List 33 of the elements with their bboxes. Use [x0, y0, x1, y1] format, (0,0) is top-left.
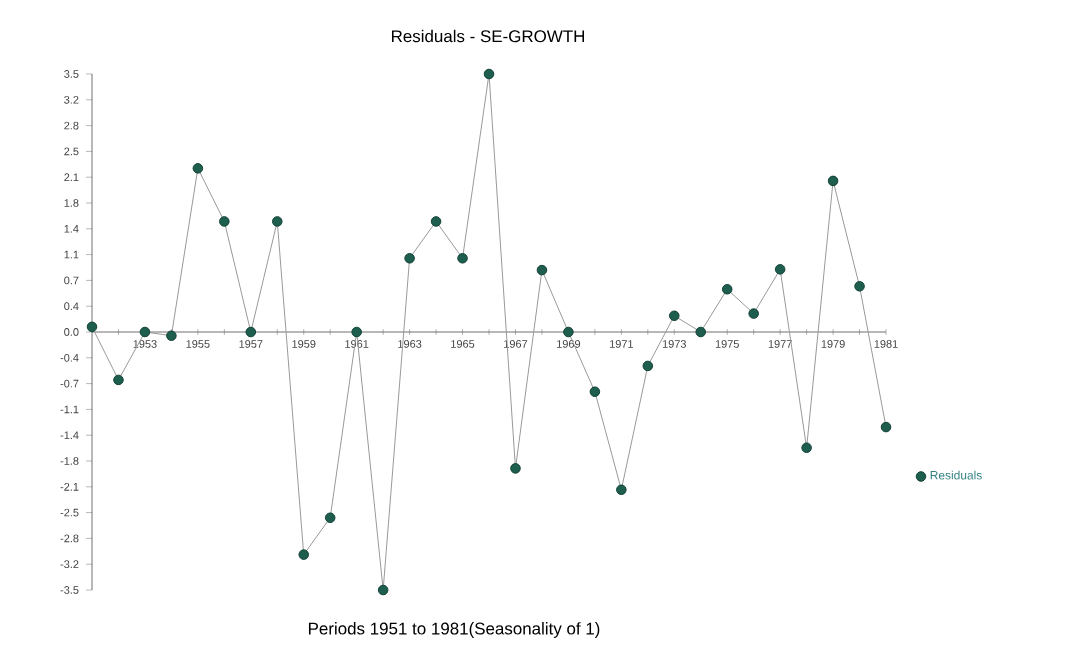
- point: [642, 360, 654, 372]
- point: [113, 374, 124, 386]
- point: [377, 584, 389, 596]
- point: [166, 330, 177, 341]
- point: [616, 484, 627, 496]
- point: [219, 216, 230, 227]
- point: [801, 442, 812, 454]
- point: [271, 216, 283, 227]
- point: [430, 216, 442, 227]
- point: [86, 321, 98, 333]
- point: [351, 326, 362, 338]
- point: [748, 308, 759, 319]
- point: [695, 326, 707, 338]
- point: [404, 253, 415, 264]
- point: [774, 264, 786, 275]
- point: [192, 163, 204, 174]
- x-axis-title: Periods 1951 to 1981(Seasonality of 1): [308, 622, 600, 638]
- point: [880, 421, 892, 433]
- point: [324, 512, 336, 524]
- chart-title: Residuals - SE-GROWTH: [391, 29, 584, 43]
- point: [298, 549, 310, 560]
- point: [721, 283, 733, 295]
- point: [536, 264, 548, 276]
- point: [589, 386, 601, 397]
- point: [139, 326, 151, 338]
- point: [457, 253, 468, 264]
- point: [827, 175, 839, 187]
- point: [510, 463, 521, 474]
- point: [563, 326, 574, 338]
- point: [245, 326, 257, 338]
- point: [668, 310, 680, 322]
- point: [854, 281, 865, 292]
- point: [483, 68, 495, 80]
